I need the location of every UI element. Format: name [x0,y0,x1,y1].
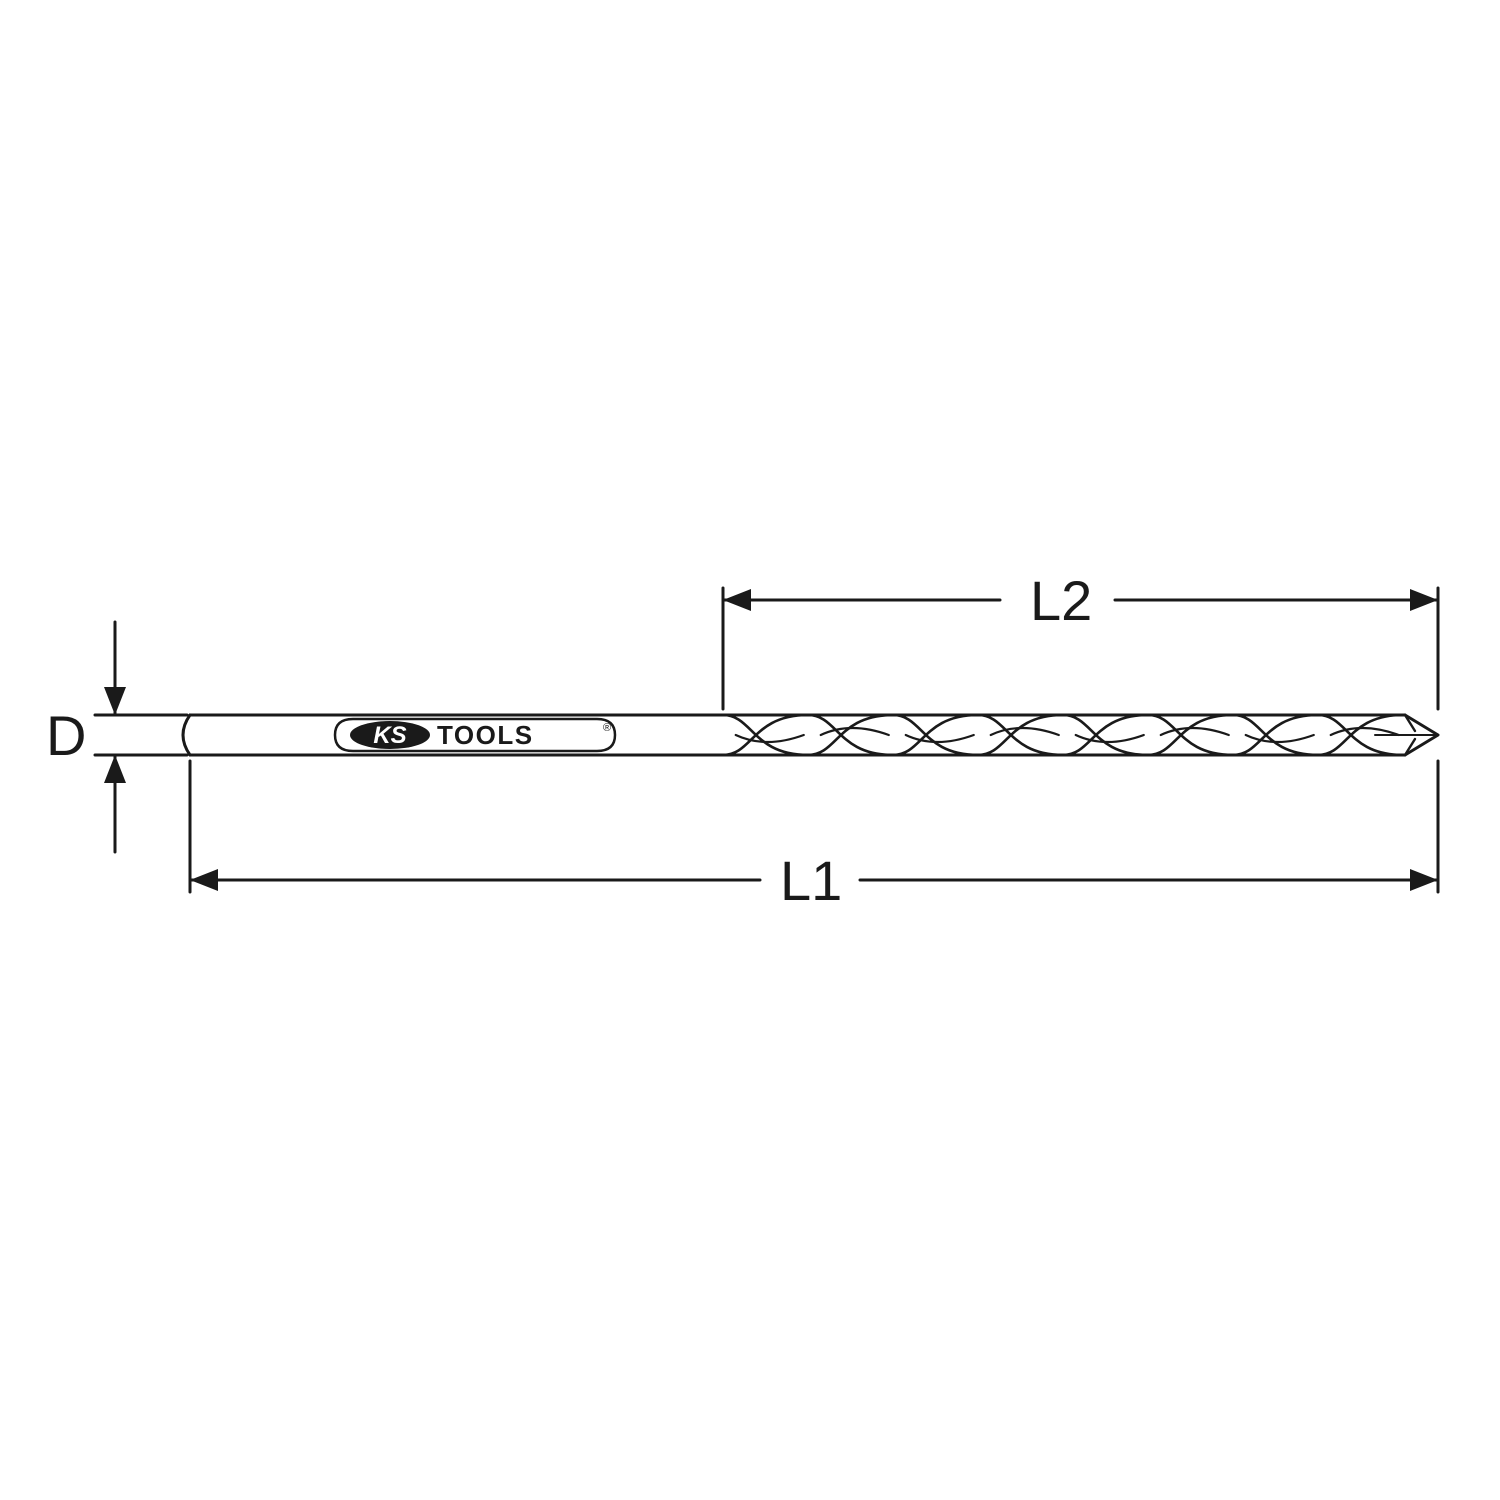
brand-ks: KS [373,722,406,749]
label-flute-length: L2 [1030,568,1092,633]
label-diameter: D [46,703,86,768]
label-total-length: L1 [780,848,842,913]
diagram-svg: KS TOOLS ® [0,0,1500,1500]
brand-registered: ® [603,722,611,734]
brand-tools: TOOLS [437,720,534,750]
drill-bit-dimension-diagram: KS TOOLS ® D L1 L2 [0,0,1500,1500]
